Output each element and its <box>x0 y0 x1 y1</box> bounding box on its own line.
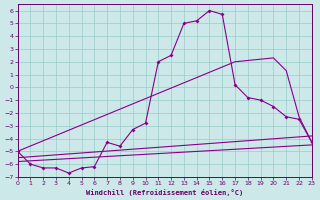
X-axis label: Windchill (Refroidissement éolien,°C): Windchill (Refroidissement éolien,°C) <box>86 189 243 196</box>
